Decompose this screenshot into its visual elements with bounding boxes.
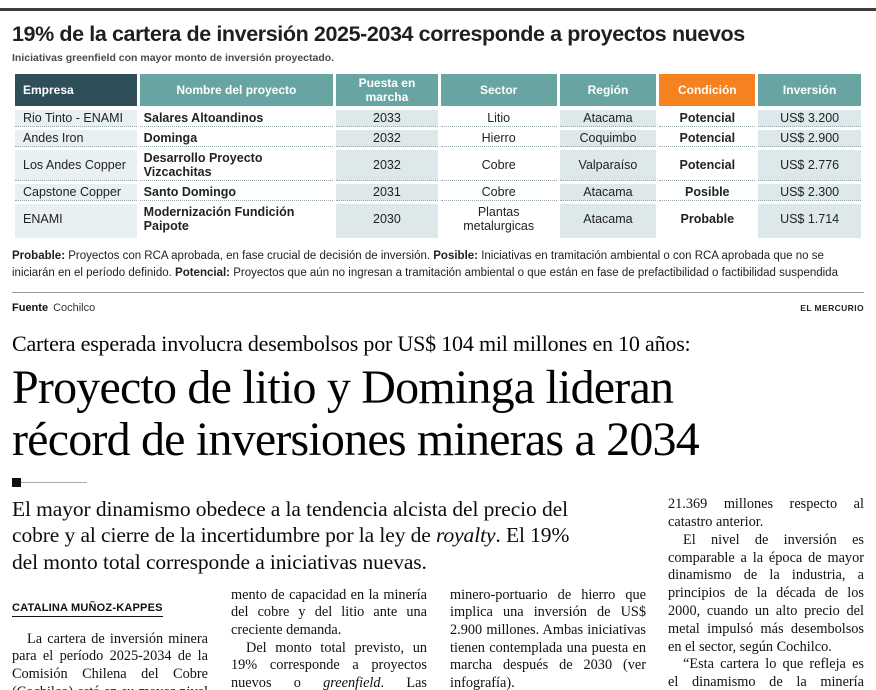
kicker: Cartera esperada involucra desembolsos p… xyxy=(12,330,691,356)
cell-empresa: Los Andes Copper xyxy=(15,147,137,181)
cell-proyecto: Santo Domingo xyxy=(139,181,334,201)
infographic-title: 19% de la cartera de inversión 2025-2034… xyxy=(12,22,745,46)
cell-inversion: US$ 2.300 xyxy=(758,181,861,201)
cell-condicion: Potencial xyxy=(659,147,756,181)
source: Fuente Cochilco xyxy=(12,298,95,316)
cell-empresa: Rio Tinto - ENAMI xyxy=(15,106,137,127)
source-label: Fuente xyxy=(12,301,49,314)
body-columns: CATALINA MUÑOZ-KAPPES La cartera de inve… xyxy=(12,587,646,690)
cell-proyecto: Salares Altoandinos xyxy=(139,106,334,127)
column-header-region: Región xyxy=(559,74,657,106)
cell-inversion: US$ 3.200 xyxy=(758,106,861,127)
cell-condicion: Potencial xyxy=(659,127,756,147)
cell-inversion: US$ 2.900 xyxy=(758,127,861,147)
footnote-label: Probable: xyxy=(12,250,66,262)
column-header-inversion: Inversión xyxy=(758,74,861,106)
cell-sector: Hierro xyxy=(440,127,557,147)
body-column-3: minero-portuario de hierro que implica u… xyxy=(450,587,646,690)
table-header-row: Empresa Nombre del proyecto Puesta en ma… xyxy=(15,74,861,106)
column-header-sector: Sector xyxy=(440,74,557,106)
infographic-subtitle: Iniciativas greenfield con mayor monto d… xyxy=(12,52,335,64)
source-row: Fuente Cochilco EL MERCURIO xyxy=(12,298,864,316)
top-rule xyxy=(0,8,876,11)
column-header-empresa: Empresa xyxy=(15,74,137,106)
paragraph-text: . Las iniciativas de mayor monto son Sal… xyxy=(380,674,427,690)
cell-condicion: Probable xyxy=(659,201,756,238)
headline: Proyecto de litio y Dominga lideran réco… xyxy=(12,360,864,467)
paragraph: El nivel de inversión es comparable a la… xyxy=(668,531,864,655)
projects-table: Empresa Nombre del proyecto Puesta en ma… xyxy=(12,74,864,238)
cell-region: Valparaíso xyxy=(559,147,657,181)
body-column-2: mento de capacidad en la minería del cob… xyxy=(231,587,427,690)
lede-italic: royalty xyxy=(436,523,496,548)
footnote-text: Proyectos con RCA aprobada, en fase cruc… xyxy=(65,250,434,262)
table-footnote: Probable: Proyectos con RCA aprobada, en… xyxy=(12,248,847,283)
paragraph: mento de capacidad en la minería del cob… xyxy=(231,586,427,638)
cell-sector: Plantas metalurgicas xyxy=(440,201,557,238)
publisher-credit: EL MERCURIO xyxy=(800,302,864,313)
cell-sector: Litio xyxy=(440,106,557,127)
cell-region: Atacama xyxy=(559,201,657,238)
paragraph: 21.369 millones respecto al catastro ant… xyxy=(668,496,864,530)
footnote-label: Posible: xyxy=(433,250,478,262)
headline-line1: Proyecto de litio y Dominga lideran xyxy=(12,360,674,414)
cell-inversion: US$ 1.714 xyxy=(758,201,861,238)
cell-puesta: 2031 xyxy=(336,181,438,201)
footnote-label: Potencial: xyxy=(175,267,230,280)
body-column-1: CATALINA MUÑOZ-KAPPES La cartera de inve… xyxy=(12,587,208,690)
cell-region: Atacama xyxy=(559,106,657,127)
cell-puesta: 2032 xyxy=(336,127,438,147)
cell-proyecto: Desarrollo Proyecto Vizcachitas xyxy=(139,147,334,181)
cell-empresa: Andes Iron xyxy=(15,127,137,147)
paragraph: “Esta cartera lo que refleja es el dinam… xyxy=(668,656,864,690)
body-column-4: 21.369 millones respecto al catastro ant… xyxy=(668,496,864,690)
column-header-puesta: Puesta en marcha xyxy=(336,74,438,106)
paragraph: Del monto total previsto, un 19% corresp… xyxy=(231,640,427,690)
table-row: Rio Tinto - ENAMI Salares Altoandinos 20… xyxy=(15,106,861,127)
cell-region: Atacama xyxy=(559,181,657,201)
square-bullet-icon xyxy=(12,478,21,488)
cell-puesta: 2030 xyxy=(336,201,438,238)
bullet-rule xyxy=(21,482,87,484)
paragraph: minero-portuario de hierro que implica u… xyxy=(450,586,646,690)
cell-sector: Cobre xyxy=(440,181,557,201)
lede: El mayor dinamismo obedece a la tendenci… xyxy=(12,496,596,575)
article-left-block: El mayor dinamismo obedece a la tendenci… xyxy=(12,496,646,690)
cell-inversion: US$ 2.776 xyxy=(758,147,861,181)
cell-proyecto: Modernización Fundición Paipote xyxy=(139,201,334,238)
paragraph-text: Del monto total previsto, un 19% corresp… xyxy=(231,639,427,690)
table-row: Los Andes Copper Desarrollo Proyecto Viz… xyxy=(15,147,861,181)
cell-condicion: Potencial xyxy=(659,106,756,127)
paragraph: La cartera de inversión minera para el p… xyxy=(12,630,208,690)
cell-puesta: 2033 xyxy=(336,106,438,127)
source-divider xyxy=(12,291,864,293)
cell-empresa: ENAMI xyxy=(15,201,137,238)
footnote-text: Iniciativas en tramitación ambiental o c… xyxy=(12,250,824,280)
cell-condicion: Posible xyxy=(659,181,756,201)
source-name: Cochilco xyxy=(53,301,96,314)
deck-marker xyxy=(12,478,864,488)
column-header-condicion: Condición xyxy=(659,74,756,106)
paragraph-italic: greenfield xyxy=(323,674,381,690)
cell-sector: Cobre xyxy=(440,147,557,181)
lede-text: El mayor dinamismo obedece a la tendenci… xyxy=(12,497,568,548)
article-section: Cartera esperada involucra desembolsos p… xyxy=(12,331,864,690)
article-body: El mayor dinamismo obedece a la tendenci… xyxy=(12,496,864,690)
table-row: ENAMI Modernización Fundición Paipote 20… xyxy=(15,201,861,238)
headline-line2: récord de inversiones mineras a 2034 xyxy=(12,412,700,466)
cell-region: Coquimbo xyxy=(559,127,657,147)
lede-text: . El 19% del monto total corresponde a i… xyxy=(12,523,570,574)
cell-proyecto: Dominga xyxy=(139,127,334,147)
cell-empresa: Capstone Copper xyxy=(15,181,137,201)
infographic-section: 19% de la cartera de inversión 2025-2034… xyxy=(12,22,864,316)
table-row: Andes Iron Dominga 2032 Hierro Coquimbo … xyxy=(15,127,861,147)
cell-puesta: 2032 xyxy=(336,147,438,181)
byline: CATALINA MUÑOZ-KAPPES xyxy=(12,602,163,617)
column-header-proyecto: Nombre del proyecto xyxy=(139,74,334,106)
table-row: Capstone Copper Santo Domingo 2031 Cobre… xyxy=(15,181,861,201)
footnote-text: Proyectos que aún no ingresan a tramitac… xyxy=(230,267,838,280)
